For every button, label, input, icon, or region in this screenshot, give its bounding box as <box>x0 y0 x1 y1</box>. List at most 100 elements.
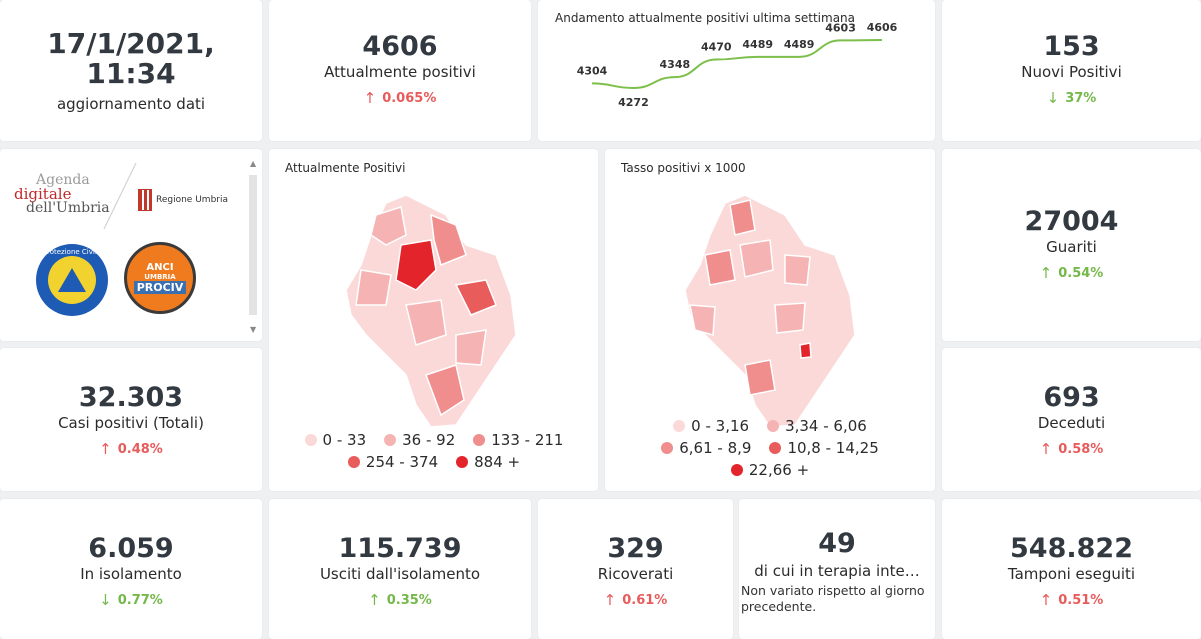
legend-dot <box>456 456 469 468</box>
isolamento-delta: ↓ 0.77% <box>99 591 163 609</box>
legend-item-2: 6,61 - 8,9 <box>661 439 751 457</box>
deceduti-value: 693 <box>1043 382 1100 413</box>
tamponi-label: Tamponi eseguiti <box>1007 565 1136 583</box>
regione-umbria-logo: Regione Umbria <box>138 189 228 211</box>
isolamento-delta-value: 0.77% <box>117 592 163 608</box>
tamponi-card: 548.822 Tamponi eseguiti ↑ 0.51% <box>942 499 1201 639</box>
arrow-up-icon: ↑ <box>99 440 112 458</box>
agenda-digitale-logo: Agenda digitale dell'Umbria <box>14 172 110 216</box>
attualmente-positivi-delta-value: 0.065% <box>382 90 437 106</box>
isolamento-card: 6.059 In isolamento ↓ 0.77% <box>0 499 262 639</box>
attualmente-positivi-delta: ↑ 0.065% <box>364 89 437 107</box>
ricoverati-card: 329 Ricoverati ↑ 0.61% <box>538 499 733 639</box>
trend-data-label: 4304 <box>577 64 608 77</box>
protezione-civile-logo: Protezione Civile <box>36 244 108 316</box>
map-positivi-card: Attualmente Positivi 0 - 33 36 - 92 133 … <box>269 149 598 491</box>
deceduti-label: Deceduti <box>1037 414 1106 432</box>
scrollbar-thumb[interactable] <box>249 175 257 315</box>
logo-divider <box>103 162 137 230</box>
deceduti-card: 693 Deceduti ↑ 0.58% <box>942 348 1201 491</box>
terapia-value: 49 <box>818 528 856 559</box>
trend-title: Andamento attualmente positivi ultima se… <box>555 11 856 25</box>
arrow-up-icon: ↑ <box>1039 591 1053 609</box>
trend-data-label: 4489 <box>784 38 815 51</box>
legend-item-4: 884 + <box>456 453 520 471</box>
ricoverati-delta-value: 0.61% <box>622 592 668 608</box>
update-label: aggiornamento dati <box>56 94 206 113</box>
legend-dot <box>384 434 397 446</box>
tamponi-delta-value: 0.51% <box>1058 592 1104 608</box>
usciti-card: 115.739 Usciti dall'isolamento ↑ 0.35% <box>269 499 531 639</box>
logos-scrollbar[interactable]: ▲ ▼ <box>248 159 258 334</box>
legend-item-1: 36 - 92 <box>384 431 455 449</box>
trend-data-label: 4470 <box>701 41 732 54</box>
legend-dot <box>473 434 486 446</box>
legend-dot <box>769 442 782 454</box>
trend-data-label: 4603 <box>825 21 856 34</box>
umbria-map-tasso[interactable] <box>605 187 935 427</box>
trend-line <box>591 39 883 90</box>
attualmente-positivi-card: 4606 Attualmente positivi ↑ 0.065% <box>269 0 531 141</box>
arrow-down-icon: ↓ <box>1046 89 1060 107</box>
legend-dot <box>730 464 743 476</box>
legend-dot <box>304 434 317 446</box>
tamponi-delta: ↑ 0.51% <box>1040 591 1104 609</box>
logos-card: Agenda digitale dell'Umbria Regione Umbr… <box>0 149 262 341</box>
legend-dot <box>673 420 686 432</box>
trend-chart: 4304 4272 4348 4470 4489 4489 4603 4606 <box>577 21 898 109</box>
ricoverati-value: 329 <box>607 533 664 564</box>
casi-totali-delta: ↑ 0.48% <box>99 440 163 458</box>
trend-card: Andamento attualmente positivi ultima se… <box>538 0 935 141</box>
casi-totali-card: 32.303 Casi positivi (Totali) ↑ 0.48% <box>0 348 262 491</box>
arrow-up-icon: ↑ <box>363 89 377 107</box>
legend-dot <box>661 442 674 454</box>
trend-data-label: 4348 <box>660 58 691 71</box>
nuovi-positivi-card: 153 Nuovi Positivi ↓ 37% <box>942 0 1201 141</box>
legend-item-0: 0 - 3,16 <box>673 417 749 435</box>
scroll-up-icon[interactable]: ▲ <box>250 159 257 168</box>
arrow-down-icon: ↓ <box>99 591 112 609</box>
arrow-up-icon: ↑ <box>368 591 381 609</box>
scroll-down-icon[interactable]: ▼ <box>250 325 257 334</box>
map-positivi-title: Attualmente Positivi <box>285 161 406 175</box>
terapia-card: 49 di cui in terapia inte… Non variato r… <box>739 499 935 639</box>
trend-data-label: 4489 <box>742 38 773 51</box>
legend-item-3: 254 - 374 <box>347 453 438 471</box>
map-tasso-legend: 0 - 3,16 3,34 - 6,06 6,61 - 8,9 10,8 - 1… <box>625 417 915 479</box>
guariti-label: Guariti <box>1046 238 1097 256</box>
usciti-delta: ↑ 0.35% <box>368 591 432 609</box>
arrow-up-icon: ↑ <box>1039 440 1053 458</box>
guariti-card: 27004 Guariti ↑ 0.54% <box>942 149 1201 341</box>
usciti-label: Usciti dall'isolamento <box>319 565 481 583</box>
ricoverati-delta: ↑ 0.61% <box>604 591 668 609</box>
anci-prociv-logo: ANCI UMBRIA PROCIV <box>124 242 196 314</box>
trend-data-label: 4606 <box>867 21 898 34</box>
nuovi-positivi-label: Nuovi Positivi <box>1021 63 1122 81</box>
usciti-value: 115.739 <box>338 533 462 564</box>
deceduti-delta-value: 0.58% <box>1058 441 1104 457</box>
legend-item-3: 10,8 - 14,25 <box>769 439 879 457</box>
tamponi-value: 548.822 <box>1010 533 1133 564</box>
regione-umbria-emblem-icon <box>138 189 152 211</box>
guariti-value: 27004 <box>1024 206 1119 237</box>
attualmente-positivi-label: Attualmente positivi <box>324 63 476 81</box>
legend-item-1: 3,34 - 6,06 <box>767 417 867 435</box>
legend-item-2: 133 - 211 <box>473 431 563 449</box>
update-datetime: 17/1/2021, 11:34 <box>47 26 215 90</box>
deceduti-delta: ↑ 0.58% <box>1040 440 1104 458</box>
isolamento-label: In isolamento <box>80 565 182 583</box>
map-tasso-title: Tasso positivi x 1000 <box>621 161 746 175</box>
casi-totali-value: 32.303 <box>78 382 184 413</box>
umbria-map-positivi[interactable] <box>269 187 598 427</box>
guariti-delta: ↑ 0.54% <box>1040 264 1104 282</box>
arrow-up-icon: ↑ <box>603 591 617 609</box>
legend-item-4: 22,66 + <box>730 461 809 479</box>
ricoverati-label: Ricoverati <box>597 565 674 583</box>
update-card: 17/1/2021, 11:34 aggiornamento dati <box>0 0 262 141</box>
isolamento-value: 6.059 <box>88 533 174 564</box>
legend-dot <box>767 420 780 432</box>
guariti-delta-value: 0.54% <box>1058 265 1104 281</box>
legend-dot <box>347 456 360 468</box>
casi-totali-label: Casi positivi (Totali) <box>58 414 204 432</box>
trend-data-label: 4272 <box>618 96 649 109</box>
